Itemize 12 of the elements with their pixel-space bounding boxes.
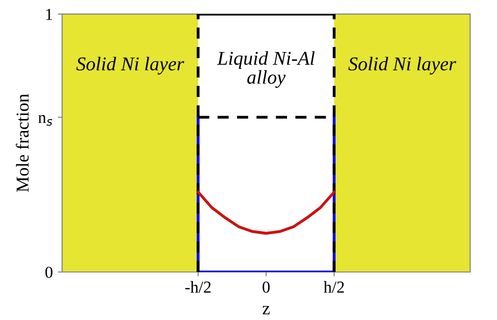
y-axis-title: Mole fraction	[16, 94, 29, 192]
x-axis-title: z	[262, 306, 270, 314]
x-tick-label: -h/2	[185, 281, 211, 293]
y-tick-label: 1	[46, 8, 52, 20]
annotation: Solid Ni layer	[348, 56, 456, 75]
y-tick-label: 0	[45, 266, 52, 278]
annotation: Solid Ni layer	[76, 56, 184, 75]
x-tick-label: h/2	[324, 281, 344, 293]
x-tick-label: 0	[262, 282, 270, 293]
annotation: Liquid Ni-Al alloy	[217, 51, 315, 88]
line-series	[196, 190, 336, 235]
y-tick-label: n$_{s}$	[38, 115, 52, 126]
